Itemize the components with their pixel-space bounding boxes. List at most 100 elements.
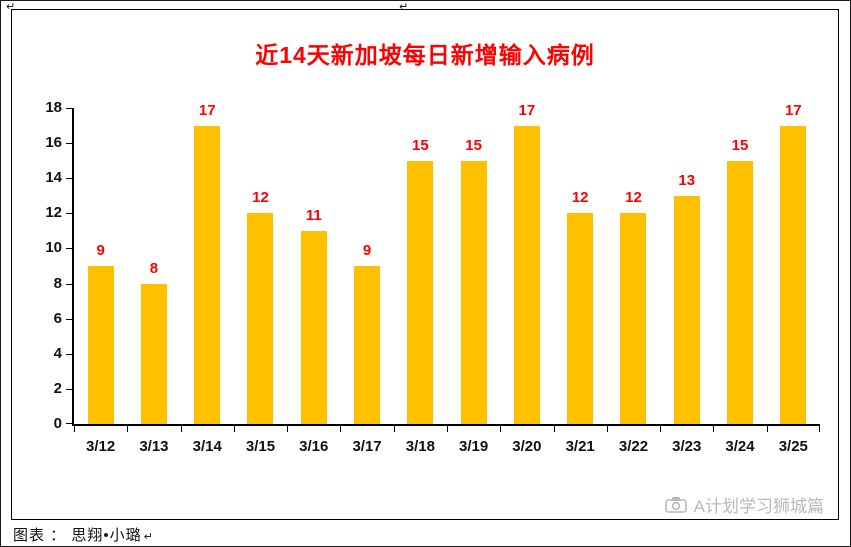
bar-slot: 8 3/13 bbox=[127, 108, 180, 455]
x-axis-tick bbox=[660, 426, 662, 432]
x-axis-label: 3/23 bbox=[672, 438, 702, 455]
y-axis-tick bbox=[66, 388, 72, 390]
watermark: A计划学习狮城篇 bbox=[664, 492, 824, 517]
x-axis-tick bbox=[287, 426, 289, 432]
x-axis-tick bbox=[233, 426, 235, 432]
chart-caption: 图表 ： 思翔•小璐 ↵ bbox=[13, 524, 154, 545]
x-axis-label: 3/12 bbox=[86, 438, 116, 455]
bar bbox=[140, 283, 167, 424]
y-axis-tick bbox=[66, 423, 72, 424]
chart-title: 近14天新加坡每日新增输入病例 bbox=[255, 42, 595, 68]
bar-slot: 12 3/22 bbox=[607, 108, 660, 455]
y-axis-tick bbox=[66, 143, 72, 145]
bar-value-label: 12 bbox=[252, 189, 269, 207]
paragraph-return-mark: ↵ bbox=[143, 530, 154, 543]
x-axis-label: 3/20 bbox=[512, 438, 542, 455]
bar-slot: 17 3/20 bbox=[500, 102, 553, 455]
bar-value-label: 8 bbox=[149, 259, 159, 277]
y-axis-label: 12 bbox=[45, 204, 62, 222]
x-axis-tick bbox=[713, 426, 715, 432]
bar-value-label: 9 bbox=[362, 242, 372, 259]
bar-chart: 0 2 4 6 8 10 12 14 16 18 9 3/12 8 3/13 17 3/14 12 3/15 11… bbox=[12, 99, 838, 455]
bar-value-label: 17 bbox=[518, 101, 536, 119]
bar bbox=[567, 213, 594, 424]
bar-slot: 9 3/12 bbox=[74, 108, 127, 455]
bar bbox=[300, 230, 327, 424]
bar-value-label: 17 bbox=[198, 101, 216, 119]
x-axis-label: 3/14 bbox=[192, 438, 222, 455]
bar-slot: 15 3/24 bbox=[713, 108, 766, 455]
bar bbox=[780, 125, 807, 424]
bar-slot: 9 3/17 bbox=[340, 108, 393, 455]
y-axis-tick bbox=[66, 283, 72, 285]
x-axis-label: 3/24 bbox=[725, 438, 755, 455]
y-axis-tick bbox=[66, 213, 72, 215]
x-axis-label: 3/25 bbox=[778, 438, 808, 455]
y-axis-label: 10 bbox=[45, 239, 62, 257]
x-axis-tick bbox=[393, 426, 395, 432]
bar-value-label: 17 bbox=[784, 101, 802, 119]
x-axis-label: 3/17 bbox=[352, 438, 382, 455]
bar-value-label: 11 bbox=[305, 206, 322, 224]
y-axis-label: 18 bbox=[45, 99, 62, 116]
y-axis-label: 8 bbox=[53, 274, 62, 292]
bar bbox=[513, 125, 540, 424]
bar bbox=[194, 125, 221, 424]
bar-value-label: 12 bbox=[571, 189, 589, 207]
bar-slot: 17 3/14 bbox=[181, 102, 234, 455]
y-axis-tick bbox=[66, 108, 72, 109]
bar-value-label: 13 bbox=[678, 171, 696, 189]
y-axis-tick bbox=[66, 178, 72, 180]
bar bbox=[354, 266, 381, 424]
x-axis-label: 3/19 bbox=[459, 438, 489, 455]
bar-slot: 17 3/25 bbox=[767, 102, 820, 455]
x-axis-label: 3/22 bbox=[618, 438, 649, 455]
bar bbox=[673, 195, 700, 424]
x-axis-label: 3/18 bbox=[405, 438, 435, 455]
bar-value-label: 15 bbox=[465, 136, 482, 154]
caption-text: 图表 ： 思翔•小璐 bbox=[13, 527, 142, 544]
watermark-text: A计划学习狮城篇 bbox=[693, 497, 824, 516]
bar-value-label: 15 bbox=[731, 136, 749, 154]
x-axis-tick bbox=[447, 426, 448, 432]
y-axis-tick bbox=[66, 248, 72, 250]
y-axis-label: 16 bbox=[45, 134, 62, 152]
y-axis-tick bbox=[66, 353, 72, 355]
bar-slot: 13 3/23 bbox=[660, 108, 713, 455]
x-axis-tick bbox=[553, 426, 555, 432]
x-axis-tick bbox=[180, 426, 182, 432]
bar bbox=[247, 213, 274, 424]
bar-slot: 12 3/21 bbox=[554, 108, 607, 455]
x-axis-label: 3/15 bbox=[245, 438, 276, 455]
chart-frame: 近14天新加坡每日新增输入病例 0 2 4 6 8 10 12 14 16 18 9 3/12 8 3/… bbox=[11, 9, 839, 520]
x-axis-tick bbox=[500, 426, 502, 432]
bar-value-label: 9 bbox=[96, 242, 105, 259]
y-axis-label: 4 bbox=[53, 344, 62, 362]
x-axis-tick bbox=[606, 426, 608, 432]
x-axis-label: 3/16 bbox=[299, 438, 329, 455]
y-axis-label: 6 bbox=[53, 309, 62, 327]
bar bbox=[407, 160, 434, 424]
bar bbox=[87, 266, 114, 424]
y-axis-label: 14 bbox=[45, 169, 62, 187]
x-axis-label: 3/13 bbox=[139, 438, 169, 455]
y-axis-label: 0 bbox=[53, 415, 62, 432]
bar-slot: 12 3/15 bbox=[234, 108, 287, 455]
bar bbox=[460, 160, 487, 424]
paragraph-return-mark: ↵ bbox=[6, 0, 16, 13]
x-axis-tick bbox=[340, 426, 342, 432]
y-axis-tick bbox=[66, 318, 72, 320]
x-axis-tick bbox=[74, 426, 75, 432]
bar-value-label: 12 bbox=[625, 189, 642, 207]
bar-slot: 15 3/19 bbox=[447, 108, 500, 455]
paragraph-return-mark: ↵ bbox=[399, 0, 409, 13]
bar bbox=[727, 160, 754, 424]
bar-slot: 11 3/16 bbox=[287, 108, 340, 455]
bar-value-label: 15 bbox=[411, 136, 429, 154]
x-axis-tick bbox=[766, 426, 768, 432]
bar-slot: 15 3/18 bbox=[394, 108, 447, 455]
x-axis-tick bbox=[127, 426, 129, 432]
plot-area: 9 3/12 8 3/13 17 3/14 12 3/15 11 3/16 9 3/17 15 3/18 1… bbox=[66, 102, 820, 455]
y-axis: 0 2 4 6 8 10 12 14 16 18 bbox=[26, 99, 72, 432]
y-axis-label: 2 bbox=[53, 379, 62, 397]
